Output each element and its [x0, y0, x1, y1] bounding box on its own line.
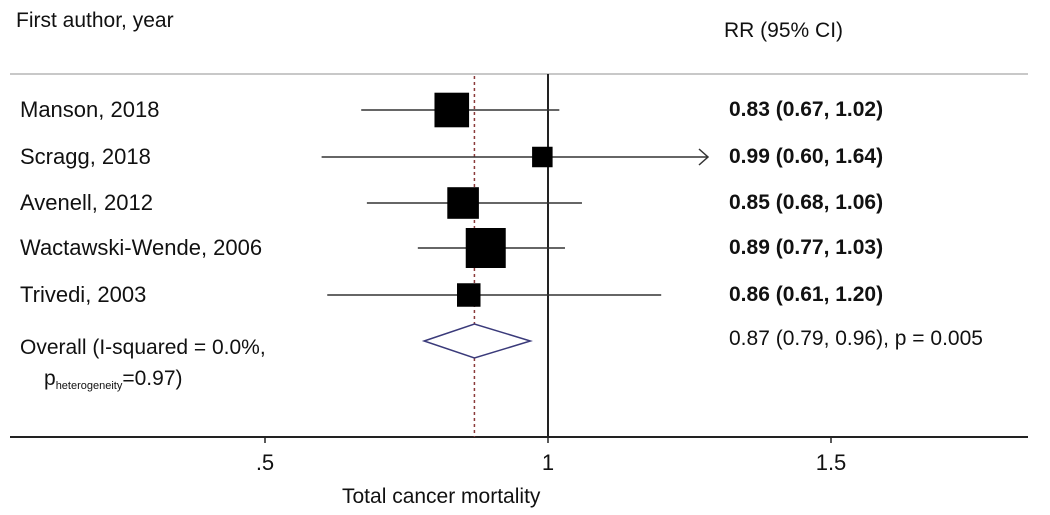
- overall-rr-text: 0.87 (0.79, 0.96), p = 0.005: [729, 327, 983, 350]
- x-tick-label-0: .5: [255, 450, 275, 475]
- p-value: =0.97): [122, 367, 183, 390]
- overall-diamond: [421, 323, 533, 359]
- p-subscript: heterogeneity: [55, 380, 123, 392]
- study-box-1: [532, 146, 553, 168]
- study-box-2: [447, 187, 479, 219]
- study-rr-text-4: 0.86 (0.61, 1.20): [729, 283, 884, 306]
- study-box-0: [434, 92, 470, 128]
- study-label-0: Manson, 2018: [20, 97, 160, 122]
- header-rr-ci: RR (95% CI): [724, 19, 844, 42]
- x-tick-label-2: 1.5: [815, 450, 847, 475]
- study-box-4: [457, 283, 481, 307]
- study-label-1: Scragg, 2018: [20, 144, 151, 169]
- x-axis-label: Total cancer mortality: [342, 485, 541, 508]
- study-rr-text-0: 0.83 (0.67, 1.02): [729, 98, 884, 121]
- study-label-3: Wactawski-Wende, 2006: [20, 235, 263, 260]
- study-rr-text-3: 0.89 (0.77, 1.03): [729, 236, 884, 259]
- overall-label: Overall (I-squared = 0.0%,: [20, 336, 266, 359]
- study-box-3: [465, 228, 506, 268]
- x-tick-label-1: 1: [541, 450, 555, 475]
- p-prefix: p: [44, 367, 56, 390]
- study-label-2: Avenell, 2012: [20, 190, 153, 215]
- study-label-4: Trivedi, 2003: [20, 282, 147, 307]
- header-first-author: First author, year: [16, 9, 174, 32]
- ci-arrow-1: [698, 148, 710, 166]
- overall-heterogeneity-p: pheterogeneity=0.97): [44, 368, 183, 392]
- study-rr-text-2: 0.85 (0.68, 1.06): [729, 191, 884, 214]
- study-rr-text-1: 0.99 (0.60, 1.64): [729, 145, 884, 168]
